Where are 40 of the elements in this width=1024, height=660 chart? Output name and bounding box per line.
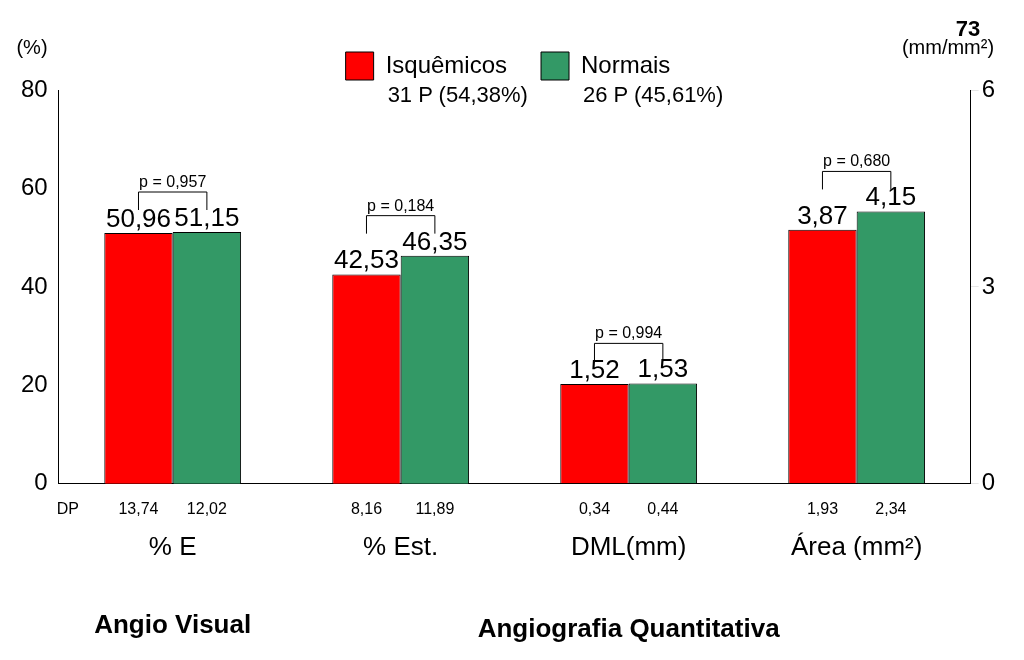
- data-label: 46,35: [402, 225, 468, 256]
- data-label: 4,15: [865, 181, 917, 212]
- text: Angio Visual: [94, 609, 252, 639]
- text: 11,89: [415, 499, 455, 517]
- y-tick-label: 0: [34, 468, 48, 496]
- y-tick-label: 60: [20, 173, 48, 201]
- annotation: p = 0,680: [823, 152, 891, 170]
- annotation: p = 0,994: [595, 324, 663, 342]
- x-tick-label: DML(mm): [570, 530, 687, 561]
- text: 1,93: [806, 499, 839, 517]
- y-tick-label: 20: [20, 369, 48, 397]
- y2-tick-label: 6: [981, 74, 996, 102]
- y-axis-title: (%): [16, 36, 48, 58]
- text: 0,34: [578, 499, 611, 517]
- text: 12,02: [186, 499, 228, 517]
- legend-label: Isquêmicos: [385, 50, 508, 78]
- text: 2,34: [875, 499, 907, 517]
- data-label: 1,53: [637, 353, 689, 384]
- data-label: 51,15: [174, 202, 240, 233]
- text: 0,44: [647, 499, 679, 517]
- x-tick-label: % E: [148, 530, 197, 561]
- text: 13,74: [118, 499, 159, 517]
- data-label: 1,52: [569, 354, 620, 385]
- annotation: 26 P (45,61%): [583, 82, 724, 107]
- y-tick-label: 40: [20, 271, 48, 299]
- text: 8,16: [350, 499, 383, 517]
- data-label: 50,96: [105, 202, 172, 233]
- y2-tick-label: 0: [981, 468, 996, 496]
- data-label: 3,87: [797, 199, 848, 230]
- x-tick-label: % Est.: [363, 530, 439, 561]
- text: DP: [56, 499, 79, 517]
- annotation: p = 0,957: [139, 173, 207, 191]
- y-tick-label: 80: [20, 74, 48, 102]
- data-label: 42,53: [333, 244, 400, 275]
- annotation: 31 P (54,38%): [387, 82, 528, 107]
- annotation: p = 0,184: [367, 196, 435, 214]
- text: Angiografia Quantitativa: [477, 613, 781, 643]
- y2-tick-label: 3: [981, 271, 996, 299]
- x-tick-label: Área (mm²): [790, 530, 923, 561]
- legend-label: Normais: [581, 50, 671, 78]
